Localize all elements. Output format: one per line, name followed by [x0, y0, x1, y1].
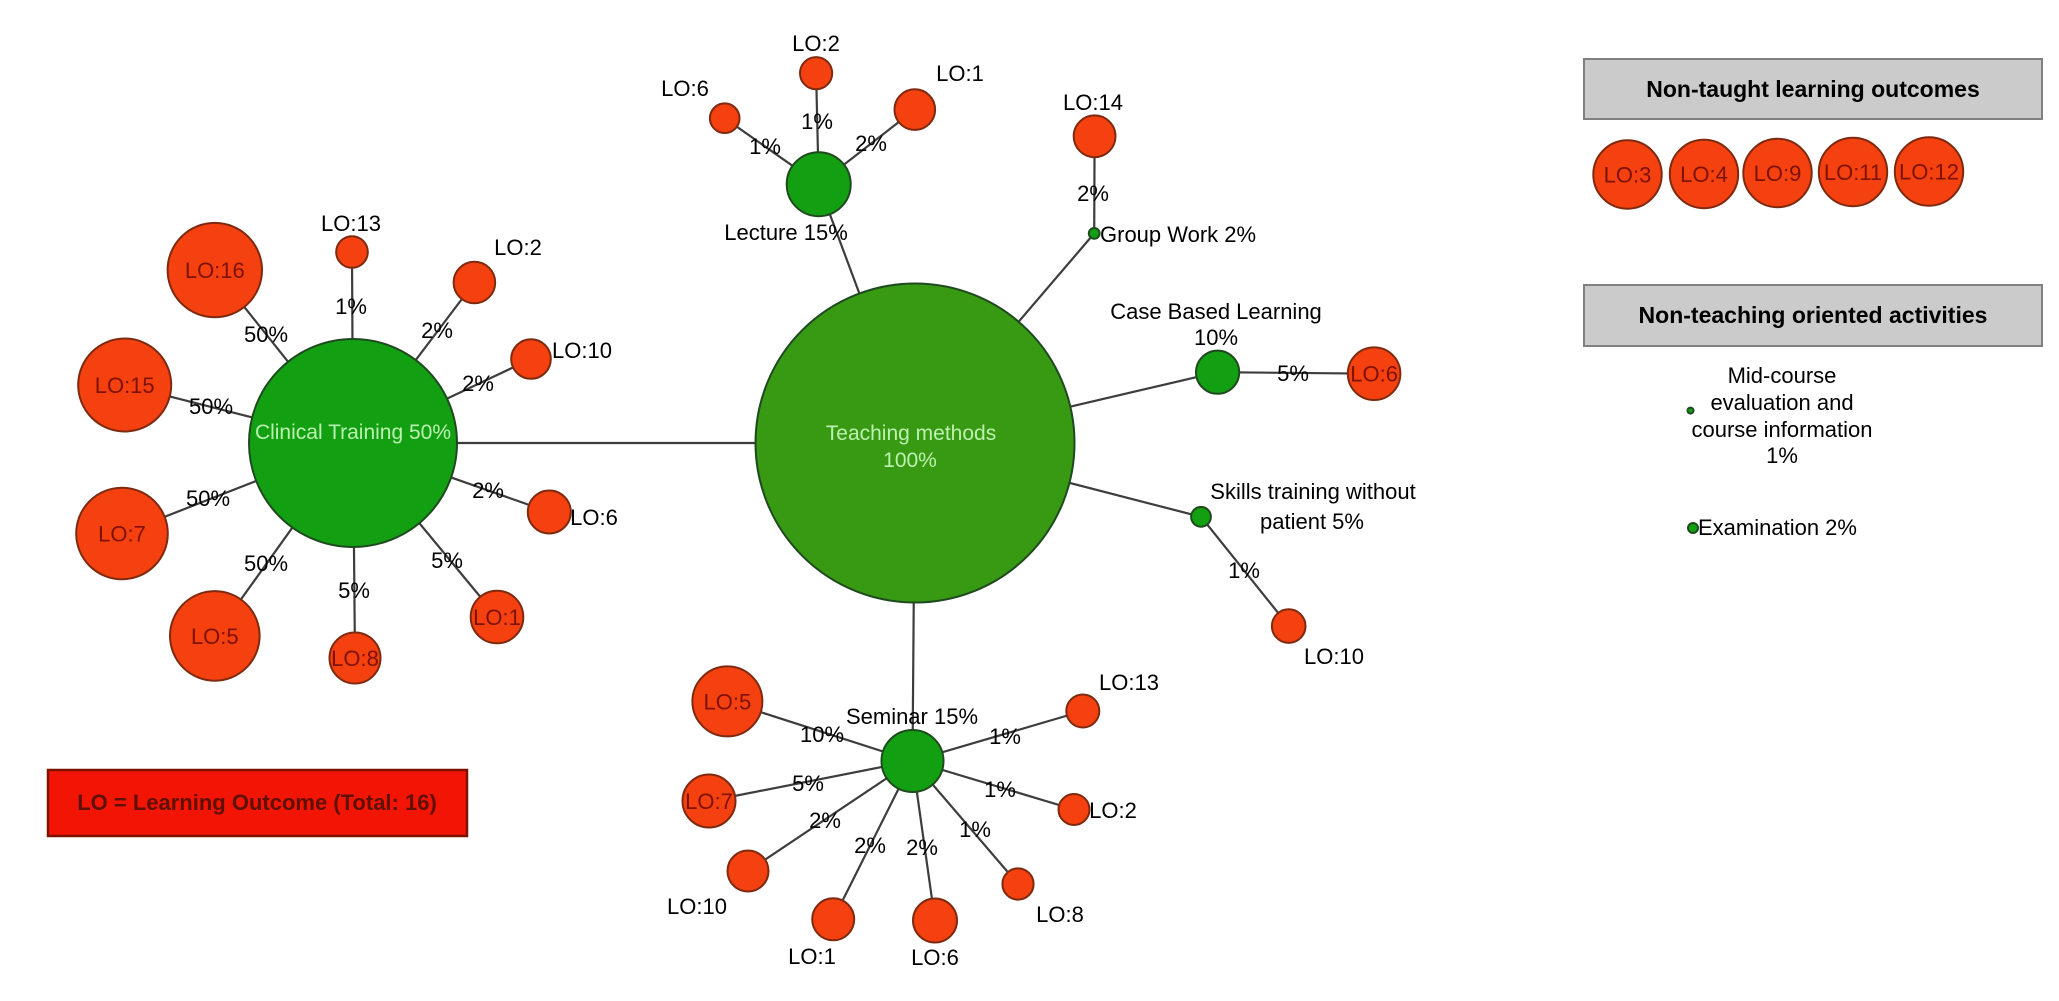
- svg-text:LO:7: LO:7: [685, 789, 733, 814]
- svg-text:LO:6: LO:6: [661, 76, 709, 101]
- svg-text:2%: 2%: [906, 835, 938, 860]
- svg-text:1%: 1%: [989, 724, 1021, 749]
- svg-text:2%: 2%: [855, 131, 887, 156]
- svg-text:1%: 1%: [749, 134, 781, 159]
- svg-text:2%: 2%: [854, 833, 886, 858]
- svg-text:Non-teaching oriented activiti: Non-teaching oriented activities: [1639, 302, 1988, 328]
- svg-text:LO:10: LO:10: [552, 338, 612, 363]
- svg-text:LO:2: LO:2: [792, 31, 840, 56]
- svg-text:10%: 10%: [800, 722, 844, 747]
- svg-text:LO:13: LO:13: [1099, 670, 1159, 695]
- svg-text:evaluation and: evaluation and: [1710, 390, 1853, 415]
- svg-text:LO:15: LO:15: [95, 373, 155, 398]
- svg-text:50%: 50%: [244, 322, 288, 347]
- svg-text:2%: 2%: [472, 478, 504, 503]
- svg-text:LO:12: LO:12: [1899, 160, 1959, 185]
- svg-text:LO:6: LO:6: [911, 945, 959, 970]
- svg-text:50%: 50%: [189, 394, 233, 419]
- svg-text:Clinical Training 50%: Clinical Training 50%: [255, 421, 451, 444]
- svg-text:LO:8: LO:8: [331, 646, 379, 671]
- svg-text:5%: 5%: [1277, 361, 1309, 386]
- svg-text:50%: 50%: [186, 486, 230, 511]
- svg-text:Group Work 2%: Group Work 2%: [1100, 222, 1256, 247]
- svg-text:100%: 100%: [883, 449, 937, 472]
- svg-text:5%: 5%: [338, 578, 370, 603]
- svg-text:LO:13: LO:13: [321, 211, 381, 236]
- svg-text:LO:5: LO:5: [191, 624, 239, 649]
- svg-text:10%: 10%: [1194, 325, 1238, 350]
- svg-text:2%: 2%: [1077, 181, 1109, 206]
- svg-text:1%: 1%: [984, 777, 1016, 802]
- svg-text:course information: course information: [1692, 417, 1873, 442]
- svg-text:LO:6: LO:6: [1350, 362, 1398, 387]
- svg-text:50%: 50%: [244, 551, 288, 576]
- svg-text:LO:1: LO:1: [788, 944, 836, 969]
- svg-text:LO:1: LO:1: [473, 605, 521, 630]
- svg-text:Examination 2%: Examination 2%: [1698, 515, 1857, 540]
- svg-text:LO:7: LO:7: [98, 522, 146, 547]
- svg-text:2%: 2%: [462, 371, 494, 396]
- svg-text:Teaching methods: Teaching methods: [826, 422, 996, 445]
- svg-text:Mid-course: Mid-course: [1728, 363, 1837, 388]
- svg-text:patient 5%: patient 5%: [1260, 509, 1364, 534]
- svg-text:LO:1: LO:1: [936, 61, 984, 86]
- svg-text:LO = Learning Outcome (Total:: LO = Learning Outcome (Total: 16): [77, 790, 437, 815]
- svg-text:LO:2: LO:2: [1089, 798, 1137, 823]
- svg-text:1%: 1%: [1228, 558, 1260, 583]
- svg-text:Seminar 15%: Seminar 15%: [846, 704, 978, 729]
- svg-text:2%: 2%: [809, 808, 841, 833]
- svg-text:1%: 1%: [801, 109, 833, 134]
- svg-text:1%: 1%: [335, 294, 367, 319]
- svg-text:Skills training without: Skills training without: [1210, 479, 1415, 504]
- svg-text:5%: 5%: [792, 771, 824, 796]
- svg-text:LO:8: LO:8: [1036, 902, 1084, 927]
- svg-text:Non-taught learning outcomes: Non-taught learning outcomes: [1646, 76, 1980, 102]
- svg-text:LO:2: LO:2: [494, 235, 542, 260]
- svg-text:LO:16: LO:16: [185, 258, 245, 283]
- svg-text:2%: 2%: [421, 318, 453, 343]
- svg-text:1%: 1%: [959, 817, 991, 842]
- svg-text:1%: 1%: [1766, 443, 1798, 468]
- svg-text:LO:10: LO:10: [667, 894, 727, 919]
- svg-text:LO:4: LO:4: [1680, 162, 1728, 187]
- svg-text:LO:9: LO:9: [1754, 161, 1802, 186]
- svg-text:LO:14: LO:14: [1063, 90, 1123, 115]
- svg-text:Lecture 15%: Lecture 15%: [724, 220, 848, 245]
- svg-text:LO:6: LO:6: [570, 505, 618, 530]
- svg-text:Case Based Learning: Case Based Learning: [1110, 299, 1322, 324]
- svg-text:LO:3: LO:3: [1604, 163, 1652, 188]
- svg-text:LO:10: LO:10: [1304, 644, 1364, 669]
- svg-text:5%: 5%: [431, 548, 463, 573]
- svg-text:LO:11: LO:11: [1824, 160, 1882, 185]
- svg-text:LO:5: LO:5: [704, 689, 752, 714]
